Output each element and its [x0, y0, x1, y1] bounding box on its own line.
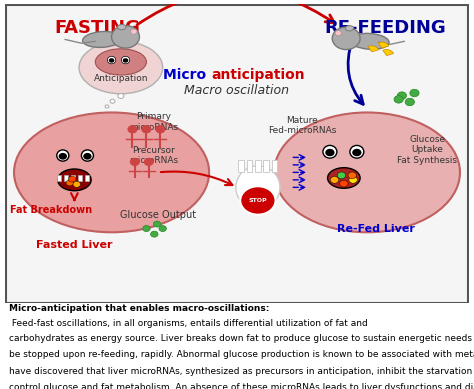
Ellipse shape [323, 145, 337, 158]
Circle shape [144, 158, 154, 166]
Bar [272, 160, 277, 172]
FancyArrowPatch shape [137, 0, 334, 25]
Circle shape [128, 126, 137, 133]
Text: Feed-fast oscillations, in all organisms, entails differential utilization of fa: Feed-fast oscillations, in all organisms… [9, 319, 368, 328]
Text: Fasted Liver: Fasted Liver [36, 240, 113, 251]
Text: Micro: Micro [164, 68, 211, 82]
Text: be stopped upon re-feeding, rapidly. Abnormal glucose production is known to be : be stopped upon re-feeding, rapidly. Abn… [9, 350, 474, 359]
Circle shape [68, 176, 76, 182]
Ellipse shape [236, 166, 280, 209]
Circle shape [159, 226, 166, 231]
Bar [85, 175, 89, 181]
Circle shape [130, 158, 139, 166]
Circle shape [340, 180, 348, 187]
Text: STOP: STOP [248, 198, 267, 203]
Text: Re-Fed Liver: Re-Fed Liver [337, 224, 415, 233]
Circle shape [337, 172, 346, 179]
Bar [247, 160, 252, 172]
Circle shape [352, 149, 362, 156]
Ellipse shape [328, 168, 360, 188]
Text: RE-FEEDING: RE-FEEDING [325, 19, 447, 37]
Text: Primary
microRNAs: Primary microRNAs [129, 112, 178, 131]
Circle shape [123, 58, 128, 63]
Text: Micro-anticipation that enables macro-oscillations:: Micro-anticipation that enables macro-os… [9, 304, 270, 313]
Circle shape [332, 27, 360, 49]
Circle shape [154, 221, 161, 227]
Circle shape [83, 153, 91, 159]
Circle shape [111, 26, 139, 48]
Text: carbohydrates as energy source. Liver breaks down fat to produce glucose to sust: carbohydrates as energy source. Liver br… [9, 333, 474, 343]
Text: FASTING: FASTING [55, 19, 141, 37]
Bar [78, 175, 82, 181]
Bar [238, 160, 244, 172]
Text: Precursor
microRNAs: Precursor microRNAs [129, 146, 178, 165]
Circle shape [131, 29, 137, 34]
Text: Macro oscillation: Macro oscillation [184, 84, 290, 96]
Ellipse shape [58, 169, 91, 191]
Ellipse shape [350, 33, 389, 49]
Ellipse shape [345, 26, 354, 31]
Ellipse shape [108, 56, 116, 64]
Text: anticipation: anticipation [211, 68, 305, 82]
Wedge shape [378, 42, 389, 48]
Text: Anticipation: Anticipation [94, 74, 148, 83]
Text: Glucose
Uptake
Fat Synthesis: Glucose Uptake Fat Synthesis [398, 135, 457, 165]
Bar [264, 160, 269, 172]
FancyBboxPatch shape [6, 5, 468, 303]
Circle shape [105, 105, 109, 108]
Bar [64, 175, 68, 181]
Bar [57, 175, 62, 181]
Circle shape [335, 30, 341, 36]
FancyArrowPatch shape [161, 172, 232, 185]
Text: Mature
Fed-microRNAs: Mature Fed-microRNAs [268, 116, 336, 135]
Circle shape [143, 226, 150, 231]
Wedge shape [368, 46, 379, 52]
Circle shape [410, 89, 419, 97]
Ellipse shape [350, 145, 364, 158]
Circle shape [118, 94, 124, 98]
Circle shape [110, 99, 115, 103]
Circle shape [151, 231, 158, 237]
Circle shape [66, 180, 73, 186]
Circle shape [59, 153, 67, 159]
Ellipse shape [121, 56, 130, 64]
Text: Glucose Output: Glucose Output [120, 210, 196, 221]
Circle shape [348, 172, 356, 179]
Circle shape [73, 181, 81, 187]
FancyArrowPatch shape [71, 193, 78, 200]
Circle shape [330, 177, 339, 183]
Circle shape [155, 126, 165, 133]
Circle shape [349, 177, 357, 183]
Ellipse shape [14, 112, 209, 232]
Circle shape [397, 92, 407, 99]
FancyArrowPatch shape [348, 40, 363, 104]
Ellipse shape [274, 112, 460, 232]
Bar [255, 160, 261, 172]
Text: have discovered that liver microRNAs, synthesized as precursors in anticipation,: have discovered that liver microRNAs, sy… [9, 366, 474, 376]
Circle shape [142, 126, 151, 133]
Ellipse shape [95, 49, 146, 75]
Circle shape [405, 98, 414, 106]
Text: Fat Breakdown: Fat Breakdown [10, 205, 92, 215]
Ellipse shape [79, 41, 163, 94]
Circle shape [325, 149, 335, 156]
Circle shape [109, 58, 114, 63]
Ellipse shape [82, 150, 93, 161]
Bar [71, 175, 75, 181]
Text: control glucose and fat metabolism. An absence of these microRNAs leads to liver: control glucose and fat metabolism. An a… [9, 383, 474, 389]
Ellipse shape [57, 150, 69, 161]
Wedge shape [383, 49, 393, 56]
Circle shape [394, 96, 403, 103]
Ellipse shape [82, 32, 122, 47]
Ellipse shape [118, 25, 126, 30]
Circle shape [240, 186, 275, 215]
